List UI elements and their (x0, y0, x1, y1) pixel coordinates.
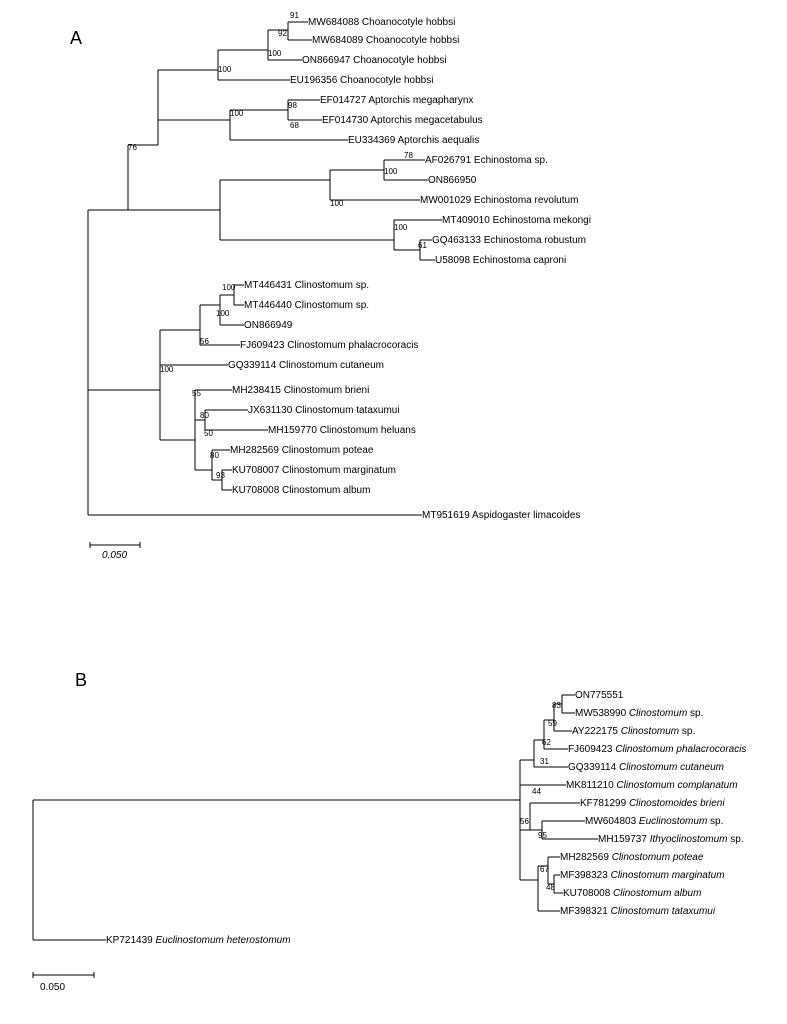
support-a-9: 100 (384, 167, 398, 176)
support-a-2: 100 (268, 49, 282, 58)
support-b-5: 56 (520, 817, 529, 826)
taxon-a10: MW001029 Echinostoma revolutum (420, 195, 578, 206)
support-a-8: 78 (404, 151, 413, 160)
taxon-a21: MH159770 Clinostomum heluans (268, 425, 416, 436)
taxon-a4: EU196356 Choanocotyle hobbsi (290, 75, 433, 86)
scale-b: 0.050 (40, 982, 65, 993)
taxon-b10: MH282569 Clinostomum poteae (560, 852, 704, 863)
support-b-4: 44 (532, 787, 541, 796)
support-a-13: 100 (222, 283, 236, 292)
taxon-a15: MT446440 Clinostomum sp. (244, 300, 369, 311)
taxon-a9: ON866950 (428, 175, 477, 186)
taxon-b6: MK811210 Clinostomum complanatum (566, 780, 738, 791)
taxon-a17: FJ609423 Clinostomum phalacrocoracis (240, 340, 418, 351)
taxon-a16: ON866949 (244, 320, 293, 331)
taxon-a23: KU708007 Clinostomum marginatum (232, 465, 396, 476)
support-a-0: 91 (290, 11, 299, 20)
taxon-b1: ON775551 (575, 690, 624, 701)
taxon-b11: MF398323 Clinostomum marginatum (560, 870, 725, 881)
taxon-a7: EU334369 Aptorchis aequalis (348, 135, 479, 146)
support-a-15: 56 (200, 337, 209, 346)
taxon-a25: MT951619 Aspidogaster limacoides (422, 510, 580, 521)
support-a-7: 76 (128, 143, 137, 152)
scale-a: 0.050 (102, 550, 127, 561)
taxon-b14: KP721439 Euclinostomum heterostomum (106, 935, 291, 946)
support-a-19: 50 (204, 429, 213, 438)
support-a-16: 100 (160, 365, 174, 374)
taxon-a13: U58098 Echinostoma caproni (435, 255, 566, 266)
support-b-8: 48 (546, 883, 555, 892)
taxon-b8: MW604803 Euclinostomum sp. (585, 816, 723, 827)
taxon-a3: ON866947 Choanocotyle hobbsi (302, 55, 447, 66)
taxon-a11: MT409010 Echinostoma mekongi (442, 215, 591, 226)
support-a-21: 93 (216, 471, 225, 480)
taxon-b2: MW538990 Clinostomum sp. (575, 708, 703, 719)
support-a-18: 80 (200, 411, 209, 420)
taxon-a22: MH282569 Clinostomum poteae (230, 445, 374, 456)
support-a-5: 68 (290, 121, 299, 130)
support-a-17: 55 (192, 389, 201, 398)
support-b-6: 95 (538, 831, 547, 840)
support-b-2: 62 (542, 738, 551, 747)
taxon-a19: MH238415 Clinostomum brieni (232, 385, 369, 396)
phylogenetic-trees: MW684088 Choanocotyle hobbsi MW684089 Cho… (0, 0, 787, 1024)
support-a-12: 61 (418, 241, 427, 250)
taxon-b5: GQ339114 Clinostomum cutaneum (568, 762, 724, 773)
taxon-a2: MW684089 Choanocotyle hobbsi (312, 35, 459, 46)
taxon-a1: MW684088 Choanocotyle hobbsi (308, 17, 455, 28)
taxon-a12: GQ463133 Echinostoma robustum (432, 235, 586, 246)
support-a-10: 100 (330, 199, 344, 208)
taxon-a6: EF014730 Aptorchis megacetabulus (322, 115, 483, 126)
support-a-20: 80 (210, 451, 219, 460)
taxon-a20: JX631130 Clinostomum tataxumui (248, 405, 400, 416)
taxon-a14: MT446431 Clinostomum sp. (244, 280, 369, 291)
taxon-a5: EF014727 Aptorchis megapharynx (320, 95, 473, 106)
support-a-14: 100 (216, 309, 230, 318)
taxon-a18: GQ339114 Clinostomum cutaneum (228, 360, 384, 371)
support-a-6: 100 (230, 109, 244, 118)
taxon-b3: AY222175 Clinostomum sp. (572, 726, 695, 737)
taxon-b4: FJ609423 Clinostomum phalacrocoracis (568, 744, 746, 755)
support-a-3: 100 (218, 65, 232, 74)
support-b-7: 67 (540, 865, 549, 874)
taxon-b13: MF398321 Clinostomum tataxumui (560, 906, 716, 917)
taxon-b7: KF781299 Clinostomoides brieni (580, 798, 725, 809)
taxon-b9: MH159737 Ithyoclinostomum sp. (598, 834, 744, 845)
taxon-a24: KU708008 Clinostomum album (232, 485, 370, 496)
support-b-3: 31 (540, 757, 549, 766)
support-b-0: 83 (552, 701, 561, 710)
support-a-4: 98 (288, 101, 297, 110)
support-a-11: 100 (394, 223, 408, 232)
support-a-1: 92 (278, 29, 287, 38)
taxon-b12: KU708008 Clinostomum album (563, 888, 701, 899)
support-b-1: 59 (548, 719, 557, 728)
taxon-a8: AF026791 Echinostoma sp. (425, 155, 548, 166)
